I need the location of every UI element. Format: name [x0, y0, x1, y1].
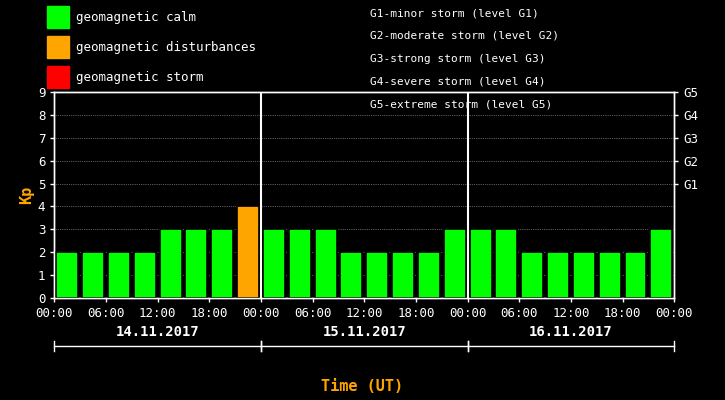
- Bar: [134, 252, 156, 298]
- Text: 15.11.2017: 15.11.2017: [323, 325, 406, 339]
- Bar: [211, 229, 233, 298]
- Bar: [263, 229, 285, 298]
- Text: G3-strong storm (level G3): G3-strong storm (level G3): [370, 54, 545, 64]
- Bar: [547, 252, 569, 298]
- Text: G2-moderate storm (level G2): G2-moderate storm (level G2): [370, 31, 559, 41]
- Text: 16.11.2017: 16.11.2017: [529, 325, 613, 339]
- Text: geomagnetic disturbances: geomagnetic disturbances: [76, 40, 256, 54]
- Bar: [366, 252, 388, 298]
- Bar: [599, 252, 621, 298]
- Bar: [186, 229, 207, 298]
- Bar: [315, 229, 336, 298]
- Bar: [470, 229, 492, 298]
- Text: G4-severe storm (level G4): G4-severe storm (level G4): [370, 76, 545, 86]
- Bar: [82, 252, 104, 298]
- Text: G5-extreme storm (level G5): G5-extreme storm (level G5): [370, 99, 552, 109]
- Text: geomagnetic storm: geomagnetic storm: [76, 70, 204, 84]
- Bar: [392, 252, 414, 298]
- Y-axis label: Kp: Kp: [19, 186, 33, 204]
- Bar: [624, 252, 647, 298]
- Bar: [650, 229, 672, 298]
- Text: Time (UT): Time (UT): [321, 379, 404, 394]
- Bar: [573, 252, 594, 298]
- Bar: [418, 252, 440, 298]
- Text: G1-minor storm (level G1): G1-minor storm (level G1): [370, 8, 539, 18]
- Bar: [444, 229, 465, 298]
- Bar: [57, 252, 78, 298]
- Bar: [495, 229, 518, 298]
- Bar: [341, 252, 362, 298]
- Bar: [108, 252, 130, 298]
- Bar: [160, 229, 181, 298]
- Bar: [289, 229, 311, 298]
- Text: 14.11.2017: 14.11.2017: [116, 325, 199, 339]
- Text: geomagnetic calm: geomagnetic calm: [76, 10, 196, 24]
- Bar: [237, 206, 259, 298]
- Bar: [521, 252, 543, 298]
